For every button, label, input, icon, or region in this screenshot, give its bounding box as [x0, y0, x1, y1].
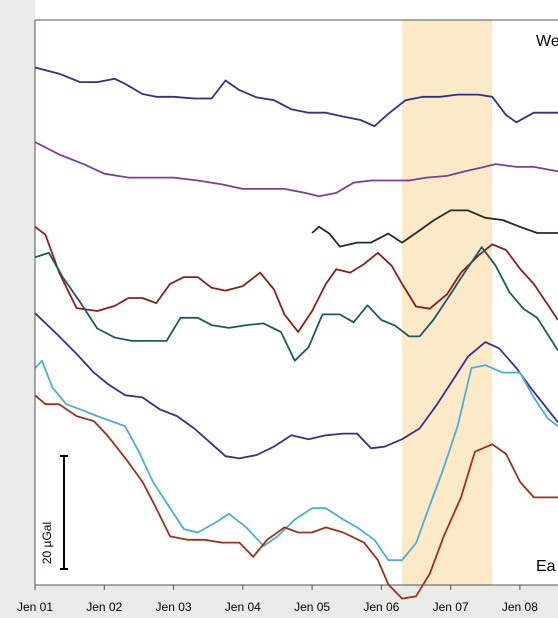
x-axis-ticks: Jen 01 Jen 02 Jen 03 Jen 04 Jen 05 Jen 06 Jen … [17, 585, 538, 614]
x-tick-label: Jen 08 [502, 600, 538, 614]
series-line-6 [34, 312, 558, 460]
scale-bar: 20 µGal [40, 455, 68, 570]
series-line-4 [34, 226, 558, 333]
series-line-3 [311, 209, 558, 248]
series-line-5 [34, 246, 558, 362]
corner-label-top-right: We [536, 33, 558, 50]
scale-bar-label: 20 µGal [40, 522, 54, 564]
series-layer [34, 66, 558, 600]
x-tick-label: Jen 03 [156, 600, 192, 614]
series-line-7 [34, 359, 558, 561]
x-tick-label: Jen 05 [294, 600, 330, 614]
series-line-8 [34, 394, 558, 600]
x-tick-label: Jen 01 [17, 600, 53, 614]
x-tick-label: Jen 06 [363, 600, 399, 614]
series-line-2 [34, 141, 558, 198]
series-line-1 [34, 66, 558, 128]
x-tick-label: Jen 07 [433, 600, 469, 614]
shaded-period [402, 20, 493, 585]
x-tick-label: Jen 02 [86, 600, 122, 614]
corner-label-bottom-right: Ea [536, 558, 556, 575]
x-tick-label: Jen 04 [225, 600, 261, 614]
